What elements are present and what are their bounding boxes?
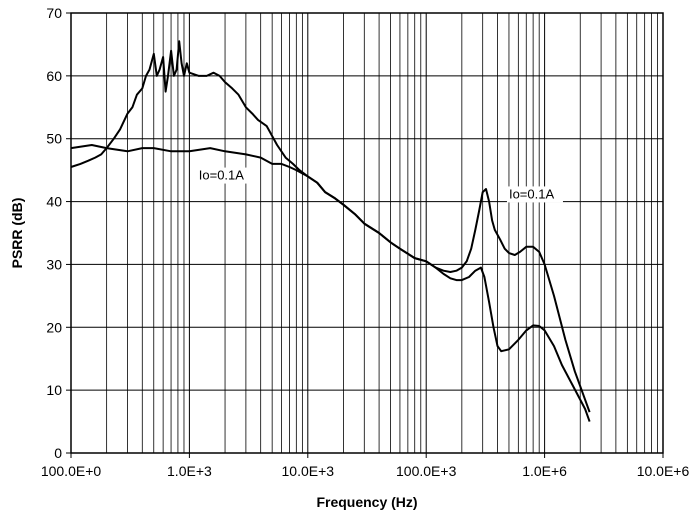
annotation-background	[506, 186, 563, 203]
y-axis-label: PSRR (dB)	[9, 198, 25, 269]
x-tick-label: 100.0E+3	[396, 463, 457, 479]
x-tick-label: 10.0E+6	[637, 463, 690, 479]
minor-gridlines	[106, 13, 658, 453]
y-tick-label: 40	[46, 194, 62, 210]
x-tick-label: 1.0E+6	[522, 463, 567, 479]
x-tick-label: 10.0E+3	[282, 463, 335, 479]
annotation-background	[196, 167, 253, 184]
y-tick-label: 60	[46, 68, 62, 84]
series-layer	[70, 40, 591, 422]
y-tick-label: 0	[54, 445, 62, 461]
x-axis-tick-labels: 100.0E+0 1.0E+3 10.0E+3 100.0E+3 1.0E+6 10.0E…	[41, 453, 690, 479]
y-tick-label: 50	[46, 131, 62, 147]
series-line-1	[70, 40, 591, 422]
x-axis-label: Frequency (Hz)	[316, 494, 417, 510]
y-tick-label: 10	[46, 382, 62, 398]
annotation-label: Io=0.1A	[509, 186, 555, 201]
series-line-2	[70, 144, 591, 413]
y-tick-label: 30	[46, 256, 62, 272]
y-tick-label: 70	[46, 5, 62, 21]
y-tick-label: 20	[46, 319, 62, 335]
plot-area-frame	[70, 12, 664, 454]
y-axis-tick-labels: 0 10 20 30 40 50 60 70	[46, 5, 62, 461]
annotation-label: Io=0.1A	[199, 168, 245, 183]
x-tick-label: 1.0E+3	[167, 463, 212, 479]
annotation-layer: Io=0.1A Io=0.1A	[196, 167, 563, 203]
x-tick-label: 100.0E+0	[41, 463, 102, 479]
